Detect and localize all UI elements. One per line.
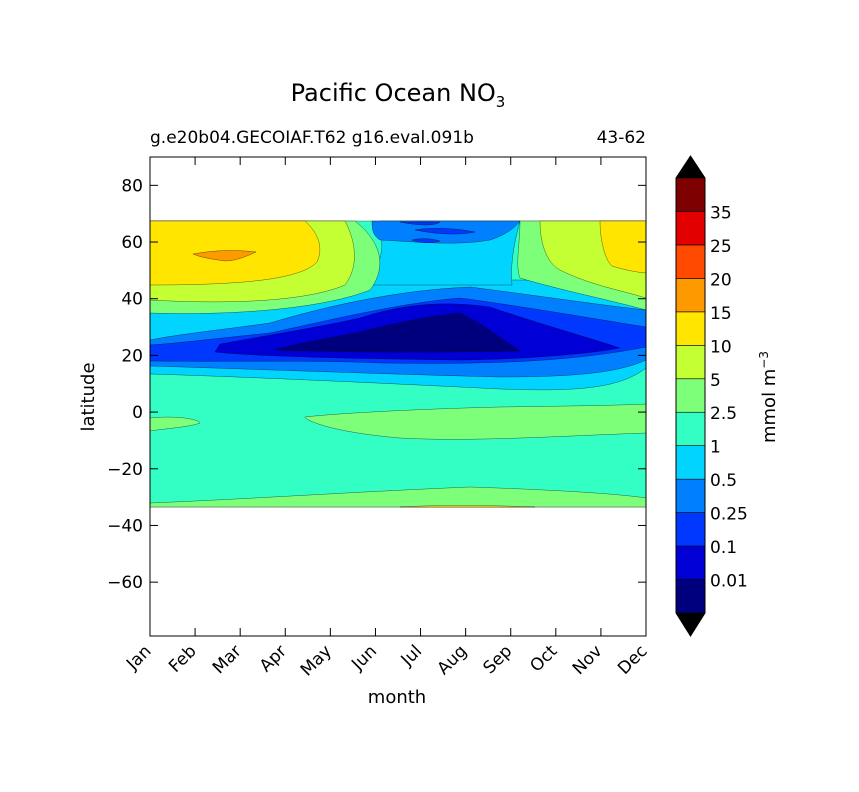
region-2.5-equator xyxy=(150,416,201,432)
colorbar-swatch xyxy=(675,278,706,313)
region-15-peak xyxy=(192,250,257,262)
y-axis: 80 60 40 20 0 −20 −40 −60 xyxy=(107,176,646,593)
plot-frame xyxy=(149,156,647,637)
colorbar-extend-under xyxy=(676,613,705,636)
x-tick-label: Sep xyxy=(479,641,516,678)
colorbar-tick-label: 25 xyxy=(710,237,732,257)
x-tick-label: Jul xyxy=(397,641,426,670)
colorbar-swatch xyxy=(675,211,706,246)
colorbar-tick-label: 20 xyxy=(710,270,732,290)
colorbar-swatch xyxy=(675,345,706,380)
colorbar-tick-label: 5 xyxy=(710,371,721,391)
y-tick-label: 60 xyxy=(121,233,143,253)
chart-subtitle-right: 43-62 xyxy=(597,128,646,148)
colorbar-swatch xyxy=(675,311,706,346)
colorbar-swatch xyxy=(675,177,706,212)
colorbar-swatch xyxy=(675,244,706,279)
chart-subtitle-left: g.e20b04.GECOIAF.T62 g16.eval.091b xyxy=(150,128,474,148)
contour-field xyxy=(150,220,646,508)
region-0.1-top3 xyxy=(411,238,441,244)
colorbar-tick-label: 10 xyxy=(710,337,732,357)
x-tick-label: Oct xyxy=(526,641,561,676)
colorbar-extend-over xyxy=(676,156,705,178)
colorbar-label: mmol m−3 xyxy=(757,351,780,443)
x-tick-label: May xyxy=(297,641,336,680)
colorbar-tick-label: 2.5 xyxy=(710,404,737,424)
x-axis-label: month xyxy=(368,687,426,708)
colorbar-swatch xyxy=(675,478,706,513)
x-tick-label: Jan xyxy=(122,641,155,674)
region-10-south-sliver xyxy=(399,505,536,508)
region-2.5-equator-east xyxy=(304,403,646,440)
colorbar-tick-label: 1 xyxy=(710,438,721,458)
colorbar-swatch xyxy=(675,378,706,413)
y-tick-label: 20 xyxy=(121,346,143,366)
y-tick-label: −60 xyxy=(107,573,143,593)
region-0.1-top xyxy=(414,228,476,235)
colorbar-tick-label: 0.25 xyxy=(710,505,748,525)
colorbar-tick-label: 0.5 xyxy=(710,471,737,491)
x-tick-label: Mar xyxy=(209,641,246,678)
x-tick-label: Jun xyxy=(347,641,381,675)
y-tick-label: −20 xyxy=(107,460,143,480)
x-tick-label: Nov xyxy=(569,641,607,679)
region-min-core xyxy=(274,312,521,353)
colorbar-tick-label: 0.01 xyxy=(710,572,748,592)
colorbar-swatch xyxy=(675,411,706,446)
y-tick-label: 0 xyxy=(132,403,143,423)
y-axis-label: latitude xyxy=(78,362,99,431)
chart-title: Pacific Ocean NO3 xyxy=(291,79,506,111)
x-tick-label: Apr xyxy=(256,641,291,676)
x-tick-label: Aug xyxy=(434,641,472,679)
x-tick-label: Feb xyxy=(165,641,200,676)
colorbar-swatch xyxy=(675,545,706,580)
colorbar-tick-label: 15 xyxy=(710,304,732,324)
region-10-north xyxy=(150,220,646,286)
colorbar-swatch xyxy=(675,512,706,547)
colorbar-swatch xyxy=(675,445,706,480)
colorbar-tick-label: 35 xyxy=(710,203,732,223)
colorbar-swatch xyxy=(675,579,706,614)
y-tick-label: 40 xyxy=(121,290,143,310)
x-tick-label: Dec xyxy=(614,641,651,678)
region-0.1-top2 xyxy=(399,221,441,226)
colorbar-frame xyxy=(675,155,706,637)
colorbar-tick-label: 0.1 xyxy=(710,538,737,558)
y-tick-label: −40 xyxy=(107,516,143,536)
y-tick-label: 80 xyxy=(121,176,143,196)
colorbar: 0.01 0.1 0.25 0.5 1 2.5 5 10 15 20 25 35 xyxy=(675,155,748,637)
